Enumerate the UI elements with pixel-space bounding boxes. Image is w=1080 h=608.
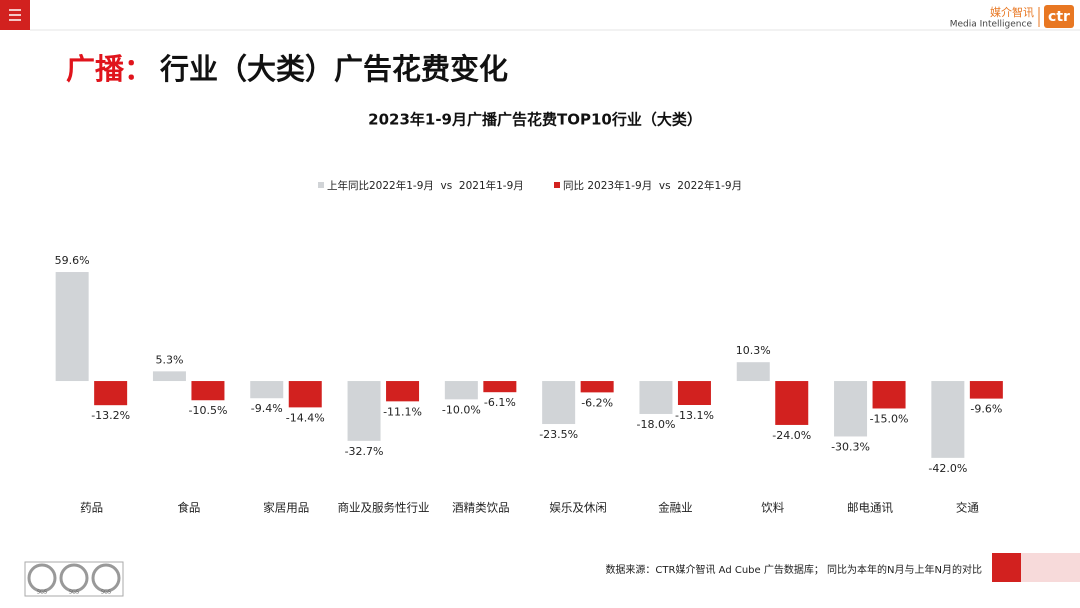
value-label: -42.0% — [928, 462, 967, 475]
bar — [542, 381, 576, 425]
bar — [152, 371, 186, 382]
bar — [288, 381, 322, 408]
value-label: -10.0% — [442, 403, 481, 416]
legend-swatch — [318, 182, 324, 188]
bar — [775, 381, 809, 425]
bar — [639, 381, 673, 414]
logo-box — [1044, 5, 1074, 28]
bar — [444, 381, 478, 400]
legend-label: 上年同比2022年1-9月 vs 2021年1-9月 — [327, 179, 524, 192]
badge-ring — [91, 563, 121, 593]
value-label: -18.0% — [636, 418, 675, 431]
logo-mark: ctr — [1048, 9, 1070, 25]
value-label: -15.0% — [870, 412, 909, 425]
value-label: 59.6% — [55, 254, 90, 267]
legend-swatch — [554, 182, 560, 188]
menu-icon — [9, 9, 21, 21]
bar — [736, 362, 770, 382]
value-label: -14.4% — [286, 411, 325, 424]
value-label: -13.1% — [675, 409, 714, 422]
x-tick-label: 酒精类饮品 — [452, 501, 510, 515]
bar — [250, 381, 284, 399]
title-black: 行业（大类）广告花费变化 — [159, 52, 508, 86]
x-tick-label: 金融业 — [658, 501, 693, 515]
x-tick-label: 娱乐及休闲 — [549, 501, 607, 515]
value-label: 10.3% — [736, 344, 771, 357]
badge-label: SGS — [101, 590, 111, 596]
value-label: -24.0% — [772, 429, 811, 442]
chart-title: 2023年1-9月广播广告花费TOP10行业（大类） — [368, 111, 702, 129]
footer-red-block — [992, 553, 1021, 582]
value-label: -11.1% — [383, 405, 422, 418]
bar — [94, 381, 128, 406]
x-tick-label: 商业及服务性行业 — [338, 501, 430, 515]
title-red: 广播： — [66, 52, 153, 86]
badge-label: SGS — [37, 590, 47, 596]
bar — [483, 381, 517, 393]
bar — [969, 381, 1003, 399]
x-tick-label: 邮电通讯 — [847, 501, 893, 515]
bar — [834, 381, 868, 437]
value-label: -30.3% — [831, 440, 870, 453]
value-label: -6.2% — [581, 396, 613, 409]
x-tick-label: 食品 — [177, 501, 200, 515]
logo-cn: 媒介智讯 — [990, 5, 1034, 19]
value-label: -10.5% — [188, 404, 227, 417]
legend-label: 同比 2023年1-9月 vs 2022年1-9月 — [563, 179, 742, 192]
badge-label: SGS — [69, 590, 79, 596]
badge-frame — [24, 561, 124, 597]
badge-ring — [59, 563, 89, 593]
badge-ring — [27, 563, 57, 593]
value-label: -23.5% — [539, 428, 578, 441]
footer-band-mask — [0, 553, 992, 582]
bar — [386, 381, 420, 402]
bar — [872, 381, 906, 409]
source-note: 数据来源：CTR媒介智讯 Ad Cube 广告数据库； 同比为本年的N月与上年N… — [605, 563, 982, 576]
value-label: -32.7% — [345, 445, 384, 458]
bar — [931, 381, 965, 458]
bar — [580, 381, 614, 393]
bar — [347, 381, 381, 441]
bar — [191, 381, 225, 401]
value-label: -6.1% — [484, 396, 516, 409]
x-tick-label: 家居用品 — [263, 501, 309, 515]
x-tick-label: 交通 — [956, 501, 979, 515]
logo-en: Media Intelligence — [950, 20, 1033, 30]
x-tick-label: 药品 — [80, 501, 103, 515]
x-tick-label: 饮料 — [761, 501, 784, 515]
value-label: -13.2% — [91, 409, 130, 422]
bar — [677, 381, 711, 406]
value-label: -9.6% — [970, 403, 1002, 416]
value-label: -9.4% — [251, 402, 283, 415]
value-label: 5.3% — [155, 353, 183, 366]
bar — [55, 272, 89, 382]
